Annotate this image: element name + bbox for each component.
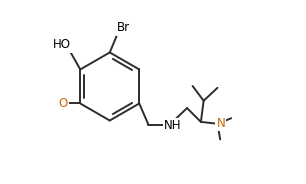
Text: O: O [58,97,67,110]
Text: N: N [216,117,225,130]
Text: Br: Br [117,22,130,34]
Text: NH: NH [164,119,182,132]
Text: HO: HO [53,38,71,52]
